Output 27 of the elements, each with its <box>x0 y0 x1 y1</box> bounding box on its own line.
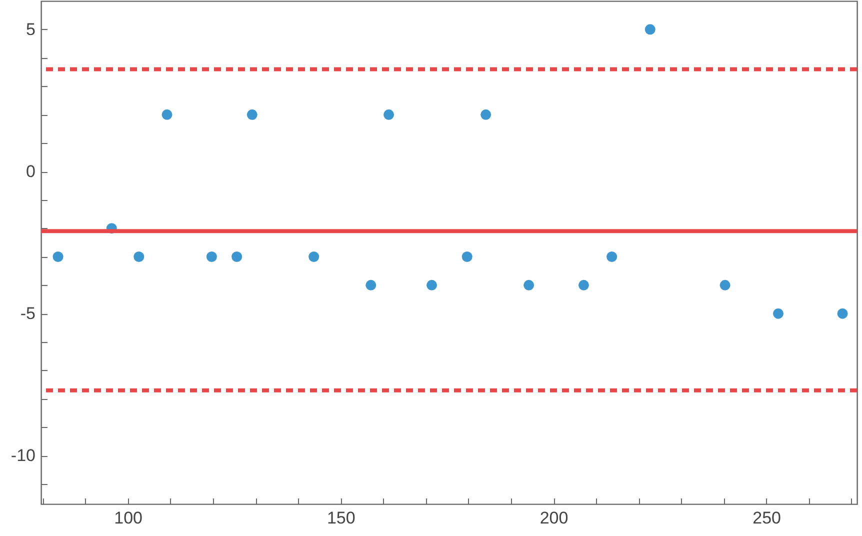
point <box>232 252 242 262</box>
y-tick-label: -10 <box>10 446 36 466</box>
point <box>162 109 172 120</box>
x-tick-label: 250 <box>752 508 782 528</box>
y-tick-label: 5 <box>26 20 36 39</box>
point <box>206 252 217 262</box>
point <box>384 109 394 120</box>
x-tick-label: 200 <box>540 508 568 528</box>
x-tick-label: 150 <box>326 508 356 528</box>
point <box>52 252 64 262</box>
point <box>524 280 534 290</box>
y-tick-label: 0 <box>26 162 36 182</box>
point <box>773 308 784 319</box>
point <box>462 252 472 262</box>
point <box>720 280 730 290</box>
point <box>246 109 258 120</box>
point <box>837 308 848 319</box>
point <box>480 109 492 120</box>
point <box>366 280 376 290</box>
point <box>426 280 438 290</box>
point <box>644 24 656 35</box>
point <box>308 252 320 262</box>
point <box>606 252 618 262</box>
point <box>134 252 144 262</box>
point <box>578 280 589 290</box>
x-tick-label: 100 <box>114 508 143 528</box>
y-tick-label: -5 <box>20 304 36 324</box>
